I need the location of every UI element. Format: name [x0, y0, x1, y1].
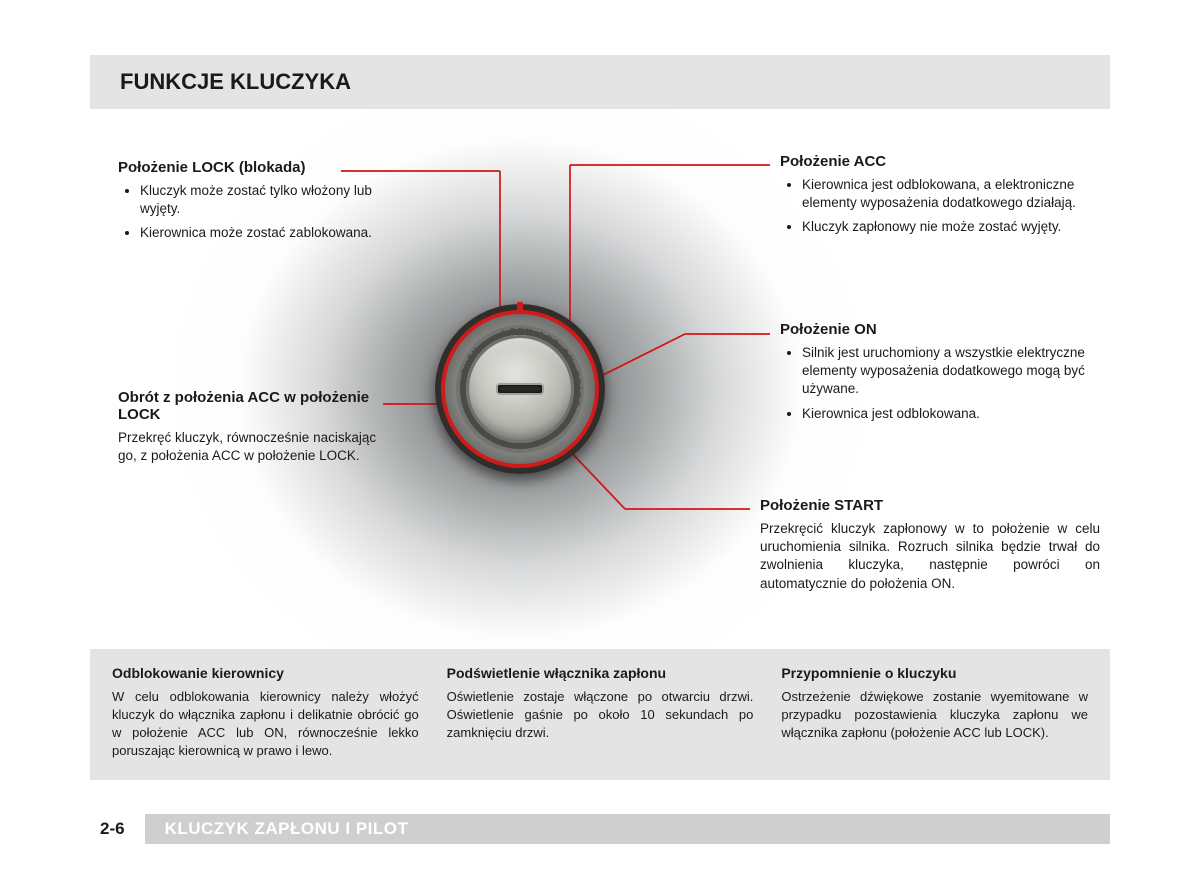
callout-lock: Położenie LOCK (blokada) Kluczyk może zo…	[118, 159, 393, 249]
info-col-illumination: Podświetlenie włącznika zapłonu Oświetle…	[447, 665, 754, 760]
callout-item: Kierownica może zostać zablokowana.	[140, 224, 393, 242]
callout-heading: Położenie ACC	[780, 153, 1090, 170]
page-number: 2-6	[90, 814, 145, 844]
ignition-cylinder	[466, 335, 574, 443]
position-indicator	[517, 302, 523, 312]
info-heading: Odblokowanie kierownicy	[112, 665, 419, 681]
info-text: Ostrzeżenie dźwiękowe zostanie wyemitowa…	[781, 688, 1088, 742]
callout-item: Kierownica jest odblokowana, a elektroni…	[802, 176, 1090, 212]
callout-item: Kierownica jest odblokowana.	[802, 405, 1090, 423]
callout-acc: Położenie ACC Kierownica jest odblokowan…	[780, 153, 1090, 243]
info-heading: Przypomnienie o kluczyku	[781, 665, 1088, 681]
callout-list: Kluczyk może zostać tylko włożony lub wy…	[118, 182, 393, 243]
callout-start: Położenie START Przekręcić kluczyk zapło…	[760, 497, 1100, 593]
callout-text: Przekręć kluczyk, równocześnie naciskają…	[118, 429, 388, 465]
page-footer: 2-6 KLUCZYK ZAPŁONU I PILOT	[90, 814, 1110, 844]
callout-list: Silnik jest uruchomiony a wszystkie elek…	[780, 344, 1090, 423]
ignition-switch: LOCK ACC ON START PUSH	[435, 304, 605, 474]
callout-acc-to-lock: Obrót z położenia ACC w położenie LOCK P…	[118, 389, 388, 465]
section-title: KLUCZYK ZAPŁONU I PILOT	[145, 819, 409, 839]
callout-item: Silnik jest uruchomiony a wszystkie elek…	[802, 344, 1090, 399]
callout-item: Kluczyk może zostać tylko włożony lub wy…	[140, 182, 393, 218]
callout-text: Przekręcić kluczyk zapłonowy w to położe…	[760, 520, 1100, 593]
manual-page: FUNKCJE KLUCZYKA	[90, 55, 1110, 815]
info-col-steering: Odblokowanie kierownicy W celu odblokowa…	[112, 665, 419, 760]
info-text: W celu odblokowania kierownicy należy wł…	[112, 688, 419, 760]
callout-heading: Położenie LOCK (blokada)	[118, 159, 393, 176]
callout-on: Położenie ON Silnik jest uruchomiony a w…	[780, 321, 1090, 429]
page-title: FUNKCJE KLUCZYKA	[90, 55, 1110, 109]
callout-heading: Położenie ON	[780, 321, 1090, 338]
callout-heading: Położenie START	[760, 497, 1100, 514]
callout-item: Kluczyk zapłonowy nie może zostać wyjęty…	[802, 218, 1090, 236]
callout-heading: Obrót z położenia ACC w położenie LOCK	[118, 389, 388, 423]
ignition-diagram: LOCK ACC ON START PUSH Położenie LOCK (b…	[90, 109, 1110, 649]
info-heading: Podświetlenie włącznika zapłonu	[447, 665, 754, 681]
bottom-info-band: Odblokowanie kierownicy W celu odblokowa…	[90, 649, 1110, 780]
callout-list: Kierownica jest odblokowana, a elektroni…	[780, 176, 1090, 237]
key-slot	[498, 385, 542, 393]
info-text: Oświetlenie zostaje włączone po otwarciu…	[447, 688, 754, 742]
info-col-reminder: Przypomnienie o kluczyku Ostrzeżenie dźw…	[781, 665, 1088, 760]
